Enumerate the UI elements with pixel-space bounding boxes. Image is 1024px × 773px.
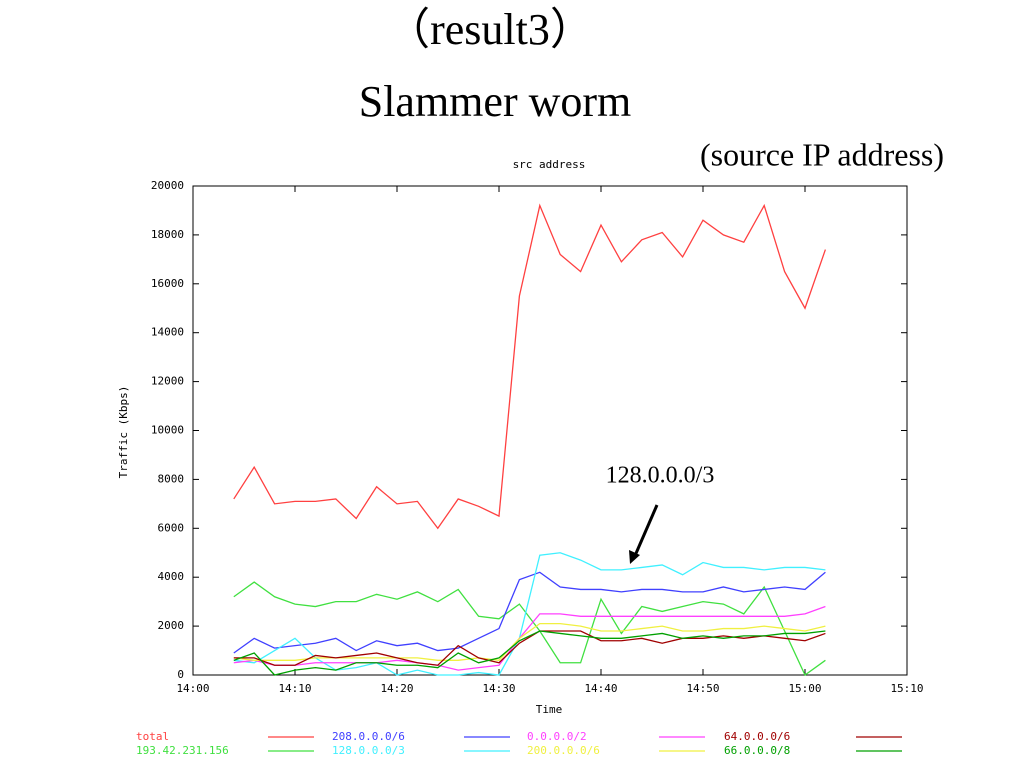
y-tick-label: 0 bbox=[177, 668, 184, 681]
legend-label: 66.0.0.0/8 bbox=[724, 744, 790, 757]
x-tick-label: 14:10 bbox=[278, 682, 311, 695]
series-line bbox=[233, 581, 826, 676]
slide-title: （result3） bbox=[386, 5, 594, 54]
slide-title: Slammer worm bbox=[359, 77, 632, 126]
x-tick-label: 14:40 bbox=[584, 682, 617, 695]
legend-label: 200.0.0.0/6 bbox=[527, 744, 600, 757]
series-line bbox=[233, 203, 827, 530]
y-tick-label: 12000 bbox=[151, 375, 184, 388]
series-line bbox=[233, 552, 826, 676]
y-tick-label: 6000 bbox=[158, 521, 185, 534]
plot-frame bbox=[192, 185, 908, 676]
y-tick-label: 14000 bbox=[151, 326, 184, 339]
annotation-arrowhead bbox=[629, 550, 640, 564]
legend-label: 64.0.0.0/6 bbox=[724, 730, 790, 743]
y-tick-label: 10000 bbox=[151, 424, 184, 437]
x-axis-label: Time bbox=[536, 703, 563, 716]
y-axis-label: Traffic (Kbps) bbox=[117, 386, 130, 479]
y-tick-label: 16000 bbox=[151, 277, 184, 290]
legend-label: 128.0.0.0/3 bbox=[332, 744, 405, 757]
y-tick-label: 18000 bbox=[151, 228, 184, 241]
x-tick-label: 15:00 bbox=[788, 682, 821, 695]
legend-label: 0.0.0.0/2 bbox=[527, 730, 587, 743]
x-tick-label: 14:00 bbox=[176, 682, 209, 695]
slide-note: (source IP address) bbox=[700, 136, 944, 172]
legend-label: total bbox=[136, 730, 169, 743]
annotation-arrow bbox=[632, 504, 659, 559]
x-tick-label: 14:30 bbox=[482, 682, 515, 695]
x-tick-label: 15:10 bbox=[890, 682, 923, 695]
legend-label: 193.42.231.156 bbox=[136, 744, 229, 757]
y-tick-label: 20000 bbox=[151, 179, 184, 192]
series-line bbox=[233, 630, 826, 676]
y-tick-label: 8000 bbox=[158, 472, 185, 485]
chart-title: src address bbox=[513, 158, 586, 171]
series-line bbox=[233, 605, 826, 671]
legend-label: 208.0.0.0/6 bbox=[332, 730, 405, 743]
annotation: 128.0.0.0/3 bbox=[606, 463, 715, 489]
y-tick-label: 2000 bbox=[158, 619, 185, 632]
x-tick-label: 14:50 bbox=[686, 682, 719, 695]
series-line bbox=[233, 571, 826, 654]
series-line bbox=[233, 630, 826, 666]
x-tick-label: 14:20 bbox=[380, 682, 413, 695]
y-tick-label: 4000 bbox=[158, 570, 185, 583]
